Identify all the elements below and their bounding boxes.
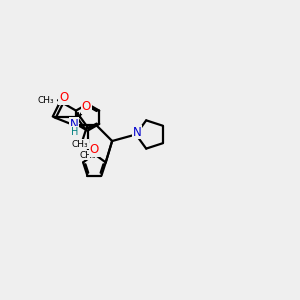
Text: H: H: [71, 127, 78, 137]
Text: O: O: [82, 100, 91, 113]
Text: O: O: [90, 143, 99, 157]
Text: CH₃: CH₃: [72, 140, 88, 149]
Text: O: O: [59, 92, 68, 104]
Text: N: N: [70, 118, 79, 130]
Text: CH₃: CH₃: [79, 151, 96, 160]
Text: CH₃: CH₃: [38, 96, 54, 105]
Text: N: N: [133, 126, 142, 139]
